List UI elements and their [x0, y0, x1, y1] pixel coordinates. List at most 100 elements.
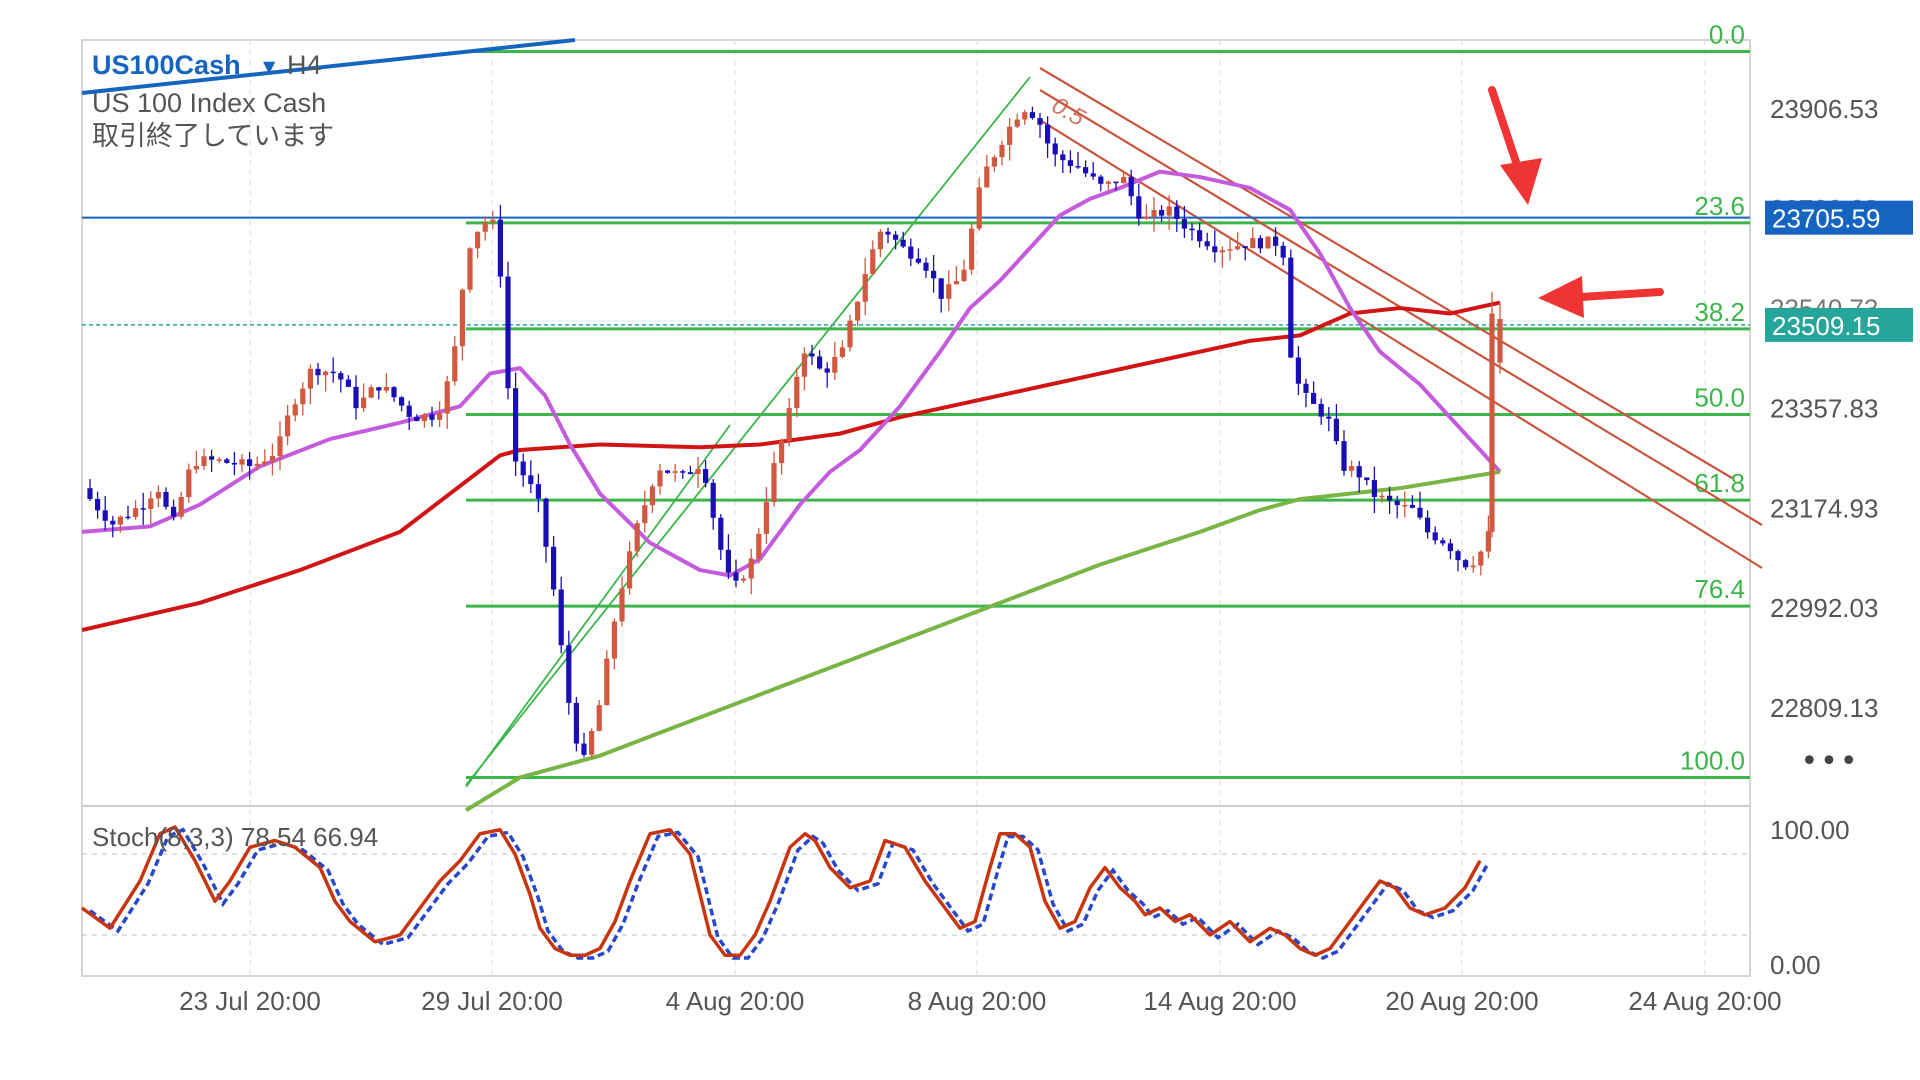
symbol-header[interactable]: US100Cash ▼ H4 US 100 Index Cash 取引終了してい…	[81, 38, 576, 152]
candle-body-46	[437, 413, 443, 420]
candle-body-85	[733, 572, 739, 581]
candle-body-77	[672, 471, 678, 473]
candle-body-126	[1045, 124, 1051, 144]
timeframe-label[interactable]: H4	[287, 50, 322, 80]
candle-body-169	[1371, 480, 1377, 497]
price-tick-1: 23357.83	[1770, 394, 1878, 424]
candle-body-23	[262, 461, 268, 464]
candle-body-4	[117, 516, 123, 525]
channel-upper	[1039, 67, 1733, 479]
stoch-tick-0: 100.00	[1770, 815, 1850, 845]
time-tick-2: 4 Aug 20:00	[666, 986, 805, 1016]
candle-body-94	[801, 353, 807, 377]
candle-body-159	[1295, 357, 1301, 384]
candle-body-84	[725, 549, 731, 573]
candle-body-140	[1151, 210, 1157, 217]
stoch-d-line	[88, 827, 1490, 960]
moving-averages	[81, 169, 1502, 812]
candle-body-164	[1333, 418, 1339, 442]
candle-body-18	[224, 459, 230, 463]
candle-body-49	[459, 289, 465, 347]
candle-body-105	[885, 231, 891, 235]
candle-body-153	[1250, 238, 1256, 249]
candle-body-67	[596, 705, 602, 731]
candle-body-168	[1364, 477, 1370, 481]
candle-body-93	[794, 376, 800, 408]
candle-body-152	[1242, 246, 1248, 249]
price-tick-0: 23906.53	[1770, 94, 1878, 124]
candle-body-127	[1052, 143, 1058, 155]
more-options-button[interactable]: •••	[1800, 744, 1860, 779]
candle-body-41	[399, 397, 405, 406]
candle-body-113	[946, 284, 952, 299]
candle-body-19	[231, 462, 237, 465]
candle-body-54	[497, 219, 503, 277]
candle-body-63	[566, 645, 572, 703]
symbol-dropdown-icon[interactable]: ▼	[263, 57, 276, 76]
candle-body-150	[1227, 249, 1233, 251]
candle-body-104	[877, 231, 883, 250]
candle-body-91	[779, 440, 785, 464]
candle-body-128	[1060, 154, 1066, 161]
candle-body-74	[649, 486, 655, 506]
candle-body-90	[771, 463, 777, 503]
fibonacci-retracement[interactable]: 0.0 23.6 38.2 50.0 61.8 76.4 100.0	[466, 20, 1750, 779]
time-axis: 23 Jul 20:00 29 Jul 20:00 4 Aug 20:00 8 Aug…	[179, 986, 1781, 1016]
market-status: 取引終了しています	[92, 121, 334, 152]
candle-body-72	[634, 523, 640, 552]
time-tick-6: 24 Aug 20:00	[1628, 986, 1781, 1016]
arrow-down-head	[1500, 158, 1542, 205]
candle-body-0	[87, 488, 93, 499]
candle-body-178	[1440, 540, 1446, 544]
arrow-left-head	[1538, 276, 1584, 318]
candle-body-55	[505, 276, 511, 389]
candle-body-158	[1288, 257, 1294, 358]
candle-body-111	[931, 270, 937, 279]
candle-body-65	[581, 743, 587, 755]
price-lines[interactable]	[82, 216, 1750, 326]
candle-body-27	[292, 404, 298, 416]
candle-body-174	[1409, 504, 1415, 508]
candle-body-134	[1105, 181, 1111, 184]
candle-body-50	[467, 248, 473, 290]
candle-body-172	[1394, 500, 1400, 506]
stoch-level-lines	[82, 853, 1750, 936]
trend-line-top	[81, 38, 576, 95]
ma-purple-line	[81, 169, 1502, 578]
candle-body-43	[414, 416, 420, 422]
candle-body-12	[178, 497, 184, 517]
candle-body-145	[1189, 228, 1195, 231]
candle-body-59	[535, 484, 541, 499]
symbol-label[interactable]: US100Cash	[92, 50, 241, 80]
candle-body-78	[680, 471, 686, 473]
candle-body-162	[1318, 403, 1324, 417]
main-panel-frame	[81, 39, 1751, 807]
candle-body-136	[1121, 176, 1127, 184]
candle-body-99	[839, 347, 845, 357]
candle-body-124	[1029, 112, 1035, 119]
price-label-0: 23705.59	[1772, 204, 1880, 234]
price-axis: 23906.53 23357.83 23174.93 22992.03 22809.13…	[1765, 94, 1913, 980]
price-tick-3: 22992.03	[1770, 593, 1878, 623]
time-tick-1: 29 Jul 20:00	[421, 986, 563, 1016]
candle-body-155	[1265, 236, 1271, 249]
candle-body-30	[315, 368, 321, 376]
candle-body-82	[710, 482, 716, 518]
candle-body-100	[847, 320, 853, 348]
candle-body-71	[627, 551, 633, 589]
candle-body-114	[953, 281, 959, 285]
candle-body-75	[657, 470, 663, 487]
candle-body-81	[703, 468, 709, 483]
stoch-tick-1: 0.00	[1770, 950, 1821, 980]
candle-body-101	[855, 301, 861, 321]
candle-body-181	[1463, 560, 1469, 568]
trend-lines[interactable]: 0.5	[465, 67, 1763, 788]
candle-body-66	[589, 730, 595, 755]
candle-body-62	[558, 589, 564, 646]
candle-body-116	[969, 228, 975, 270]
ma-green-line	[464, 469, 1501, 812]
candle-body-98	[832, 356, 838, 373]
candle-final-body-0	[1489, 313, 1495, 532]
